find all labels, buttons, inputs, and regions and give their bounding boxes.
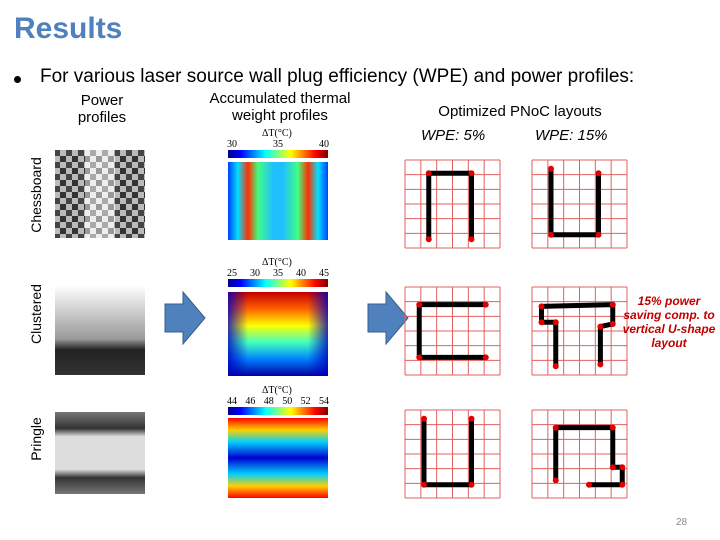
colorbar-tick: 40: [319, 139, 329, 150]
laser-node: [416, 301, 423, 308]
power-image: [55, 285, 145, 375]
waveguide: [539, 302, 616, 367]
laser-node: [468, 481, 475, 488]
colorbar-tick: 44: [227, 396, 237, 407]
laser-node: [468, 170, 475, 177]
laser-node: [586, 481, 592, 488]
title: Results: [14, 12, 123, 45]
laser-node: [482, 301, 489, 308]
row-label: Chessboard: [28, 157, 44, 233]
laser-node: [552, 424, 559, 431]
laser-node: [425, 236, 432, 243]
heatmap: [228, 418, 328, 498]
colorbar: [228, 150, 328, 158]
colorbar-tick: 30: [227, 139, 237, 150]
row-label: Clustered: [28, 284, 44, 344]
laser-node: [609, 464, 616, 471]
bullet-text: For various laser source wall plug effic…: [40, 66, 635, 87]
laser-node: [538, 303, 545, 310]
laser-node: [548, 231, 554, 238]
laser-node: [609, 424, 616, 431]
waveguide: [548, 168, 601, 238]
colorbar-tick: 46: [245, 396, 256, 407]
laser-node: [619, 481, 626, 488]
colorbar-tick: 52: [300, 396, 311, 407]
laser-node: [548, 165, 554, 172]
waveguide: [421, 418, 474, 488]
colorbar-tick: 50: [282, 396, 293, 407]
laser-node: [552, 363, 559, 370]
colorbar-tick: 25: [227, 268, 237, 279]
row-label: Pringle: [28, 417, 44, 461]
bullet-marker: [14, 76, 21, 83]
laser-node: [552, 477, 559, 484]
laser-node: [421, 481, 427, 488]
laser-node: [468, 236, 475, 243]
laser-node: [597, 323, 604, 330]
waveguide: [416, 302, 486, 360]
waveguide: [553, 425, 625, 488]
heatmap: [228, 162, 328, 240]
laser-node: [595, 170, 602, 177]
laser-node: [595, 231, 602, 238]
colorbar-tick: 45: [319, 268, 329, 279]
colorbar-tick: 48: [263, 396, 274, 407]
laser-node: [538, 319, 545, 326]
power-image: [85, 150, 115, 238]
heatmap: [228, 292, 328, 376]
column-header: Power profiles: [77, 92, 127, 126]
column-header: WPE: 5%: [421, 127, 486, 144]
colorbar-label: ΔT(°C): [262, 385, 292, 396]
colorbar-label: ΔT(°C): [262, 257, 292, 268]
arrow: [367, 290, 409, 346]
annotation: 15% power saving comp. to vertical U-sha…: [622, 294, 716, 350]
laser-node: [552, 319, 559, 326]
colorbar-label: ΔT(°C): [262, 128, 292, 139]
arrow: [164, 290, 206, 346]
column-header: WPE: 15%: [535, 127, 608, 144]
colorbar: [228, 407, 328, 415]
laser-node: [619, 464, 626, 471]
colorbar-tick: 54: [319, 396, 329, 407]
laser-node: [425, 170, 432, 177]
laser-node: [416, 354, 423, 361]
laser-node: [421, 415, 427, 422]
laser-node: [482, 354, 489, 361]
laser-node: [609, 320, 616, 327]
page-number: 28: [676, 517, 688, 528]
colorbar-tick: 35: [273, 268, 283, 279]
laser-node: [468, 415, 475, 422]
layouts: [404, 159, 628, 499]
power-image: [55, 412, 145, 494]
column-header: Optimized PNoC layouts: [438, 103, 602, 120]
waveguide: [426, 170, 474, 240]
column-header: Accumulated thermal weight profiles: [209, 90, 351, 124]
laser-node: [609, 301, 616, 308]
power-image: [55, 150, 85, 238]
colorbar-tick: 40: [296, 268, 306, 279]
laser-node: [597, 361, 604, 368]
colorbar-tick: 35: [273, 139, 283, 150]
colorbar-tick: 30: [250, 268, 260, 279]
power-image: [115, 150, 145, 238]
colorbar: [228, 279, 328, 287]
